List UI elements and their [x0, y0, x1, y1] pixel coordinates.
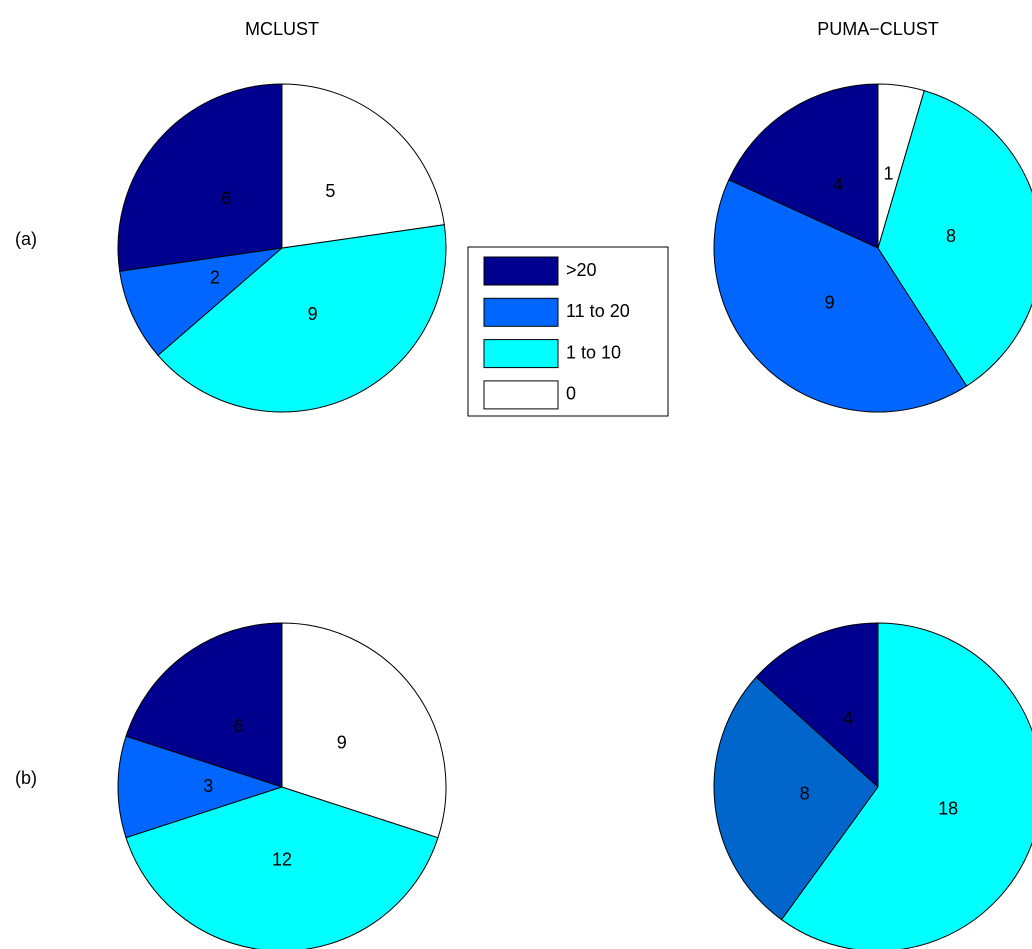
legend-label: >20 — [566, 260, 597, 280]
slice-label: 4 — [833, 175, 843, 195]
slice-label: 2 — [210, 267, 220, 287]
pie-slice — [117, 735, 284, 839]
slice-label: 9 — [308, 304, 318, 324]
pie-slice — [281, 622, 447, 839]
slice-label: 6 — [221, 188, 231, 208]
slice-label: 5 — [325, 181, 335, 201]
slice-label: 4 — [843, 708, 853, 728]
slice-label: 9 — [825, 293, 835, 313]
pie-slice — [157, 224, 447, 413]
slice-label: 18 — [938, 799, 958, 819]
pie-slice — [755, 622, 879, 789]
row-label: (b) — [15, 768, 37, 788]
slice-label: 8 — [800, 783, 810, 803]
legend-label: 0 — [566, 384, 576, 404]
pie-slice — [728, 83, 879, 249]
pie-slice — [117, 83, 283, 272]
slice-label: 6 — [234, 716, 244, 736]
chart-title: PUMA−CLUST — [817, 19, 939, 39]
pie-slice — [877, 90, 1032, 387]
pie-slice — [125, 786, 439, 949]
pie-slice — [281, 83, 445, 249]
slice-label: 8 — [946, 226, 956, 246]
legend-label: 1 to 10 — [566, 342, 621, 362]
slice-label: 3 — [203, 776, 213, 796]
legend-swatch — [483, 256, 559, 286]
legend-label: 11 to 20 — [566, 301, 630, 321]
legend-swatch — [483, 297, 559, 327]
pie-slice — [713, 676, 879, 921]
pie-slice — [877, 83, 925, 249]
chart-title: MCLUST — [245, 19, 319, 39]
row-label: (a) — [15, 229, 37, 249]
slice-label: 12 — [272, 850, 292, 870]
pie-slice — [780, 622, 1032, 949]
legend-swatch — [483, 339, 559, 369]
slice-label: 1 — [883, 164, 893, 184]
slice-label: 9 — [337, 732, 347, 752]
pie-slice — [125, 622, 283, 788]
legend-swatch — [483, 380, 559, 410]
pie-slice — [119, 247, 284, 357]
pie-slice — [713, 179, 968, 413]
